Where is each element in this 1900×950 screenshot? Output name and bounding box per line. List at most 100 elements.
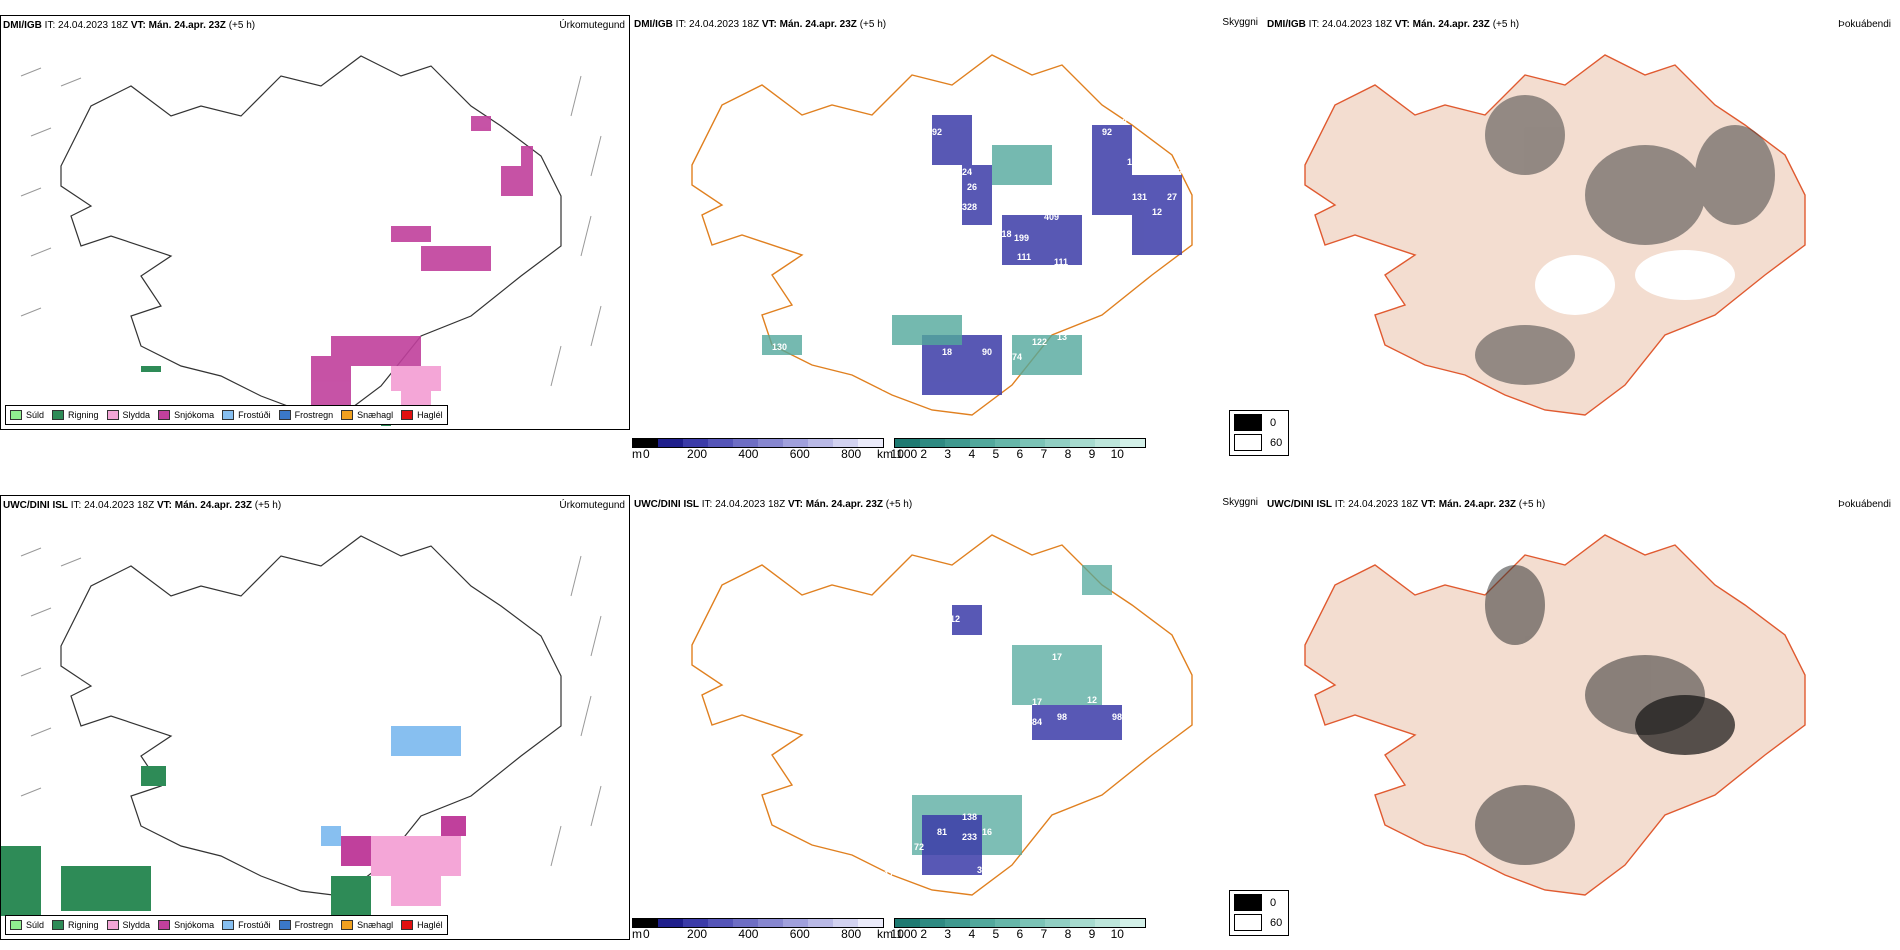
panel-title: DMI/IGB IT: 24.04.2023 18Z VT: Mán. 24.a… — [634, 19, 887, 30]
colorbar-segment — [945, 439, 970, 447]
legend-item: Rigning — [52, 410, 99, 420]
fog-panel-row1: DMI/IGB IT: 24.04.2023 18Z VT: Mán. 24.a… — [1229, 15, 1895, 470]
map-value: 199 — [1014, 233, 1029, 243]
sleet-areas — [391, 366, 441, 406]
colorbar-segment — [920, 439, 945, 447]
map-value: 178 — [1097, 272, 1112, 282]
height-colorbar — [632, 438, 884, 448]
colorbar-segment — [708, 439, 733, 447]
colorbar-segment — [995, 439, 1020, 447]
colorbar-segment — [945, 919, 970, 927]
map-value: 409 — [1044, 212, 1059, 222]
map-value: 16 — [982, 827, 992, 837]
map-value: 192 — [937, 232, 952, 242]
map-value: 92 — [1102, 127, 1112, 137]
legend-item: Snjókoma — [158, 410, 214, 420]
map-value: 10 — [968, 642, 978, 652]
fog-panel-row2: UWC/DINI ISL IT: 24.04.2023 18Z VT: Mán.… — [1229, 495, 1895, 950]
colorbar-segment — [970, 919, 995, 927]
map-value: 18 — [942, 347, 952, 357]
colorbar-segment — [1070, 439, 1095, 447]
panel-title: DMI/IGB IT: 24.04.2023 18Z VT: Mán. 24.a… — [1267, 19, 1520, 30]
iceland-outline — [60, 55, 562, 417]
colorbar-segment — [858, 919, 883, 927]
fog-map — [1304, 54, 1806, 416]
colorbar-segment — [658, 439, 683, 447]
map-value: 115 — [907, 365, 922, 375]
map-value: 139 — [904, 349, 919, 359]
visibility-colorbar-labels: km 1 2 3 4 5 6 7 8 9 10 — [877, 447, 1124, 461]
fog-legend: 0 60 — [1229, 890, 1289, 936]
map-value: 122 — [1032, 337, 1047, 347]
map-value: 158 — [904, 382, 919, 392]
legend-item: 0 — [1234, 894, 1284, 911]
map-value: 131 — [1132, 192, 1147, 202]
visibility-colorbar — [894, 918, 1146, 928]
map-value: 110 — [1117, 257, 1132, 267]
legend-item: Slydda — [106, 920, 150, 930]
panel-type-label: Skyggni — [1222, 497, 1258, 508]
colorbar-segment — [1070, 919, 1095, 927]
map-value: 153 — [930, 177, 945, 187]
map-value: 12 — [950, 614, 960, 624]
sleet-areas — [371, 836, 461, 906]
panel-type-label: Þokuábendi — [1838, 499, 1891, 510]
map-value: 81 — [937, 827, 947, 837]
colorbar-segment — [895, 919, 920, 927]
map-value: 66 — [912, 867, 922, 877]
panel-type-label: Skyggni — [1222, 17, 1258, 28]
map-value: 12 — [1087, 695, 1097, 705]
legend-item: Snæhagl — [341, 920, 393, 930]
legend-item: Súld — [10, 920, 44, 930]
map-value: 13 — [1057, 332, 1067, 342]
snow-areas — [311, 116, 533, 406]
map-value: 328 — [962, 202, 977, 212]
iceland-land — [1304, 534, 1806, 896]
colorbar-segment — [808, 439, 833, 447]
map-value: 101 — [887, 352, 902, 362]
fog-map — [1304, 534, 1806, 896]
colorbar-segment — [783, 439, 808, 447]
fog-shading — [1475, 95, 1775, 385]
panel-title: UWC/DINI ISL IT: 24.04.2023 18Z VT: Mán.… — [634, 499, 913, 510]
colorbar-segment — [1095, 919, 1120, 927]
clouds-map: 12 10 17 17 84 98 98 12 81 72 233 138 66… — [691, 534, 1193, 896]
iceland-outline — [60, 535, 562, 897]
map-value: 111 — [1054, 257, 1068, 267]
visibility-colorbar — [894, 438, 1146, 448]
legend-item: Rigning — [52, 920, 99, 930]
colorbar-segment — [708, 919, 733, 927]
map-value: 338 — [977, 865, 992, 875]
map-value: 130 — [772, 342, 787, 352]
map-values: 92 24 26 153 328 192 409 118 199 111 111… — [772, 117, 1182, 392]
colorbar-segment — [833, 439, 858, 447]
low-cloud-areas — [922, 605, 1122, 875]
visibility-colorbar-labels: km 1 2 3 4 5 6 7 8 9 10 — [877, 927, 1124, 941]
glacier-white — [1535, 250, 1735, 315]
legend-item: Frostúði — [222, 410, 271, 420]
precip-panel-row2: UWC/DINI ISL IT: 24.04.2023 18Z VT: Mán.… — [0, 495, 630, 940]
colorbar-segment — [895, 439, 920, 447]
legend-item: Snjókoma — [158, 920, 214, 930]
map-value: 98 — [1112, 712, 1122, 722]
map-value: 17 — [884, 869, 894, 879]
colorbar-segment — [1120, 439, 1145, 447]
map-value: 17 — [882, 382, 892, 392]
colorbar-segment — [995, 919, 1020, 927]
precip-panel-row1: DMI/IGB IT: 24.04.2023 18Z VT: Mán. 24.a… — [0, 15, 630, 430]
height-colorbar — [632, 918, 884, 928]
colorbar-segment — [920, 919, 945, 927]
map-value: 24 — [962, 167, 972, 177]
map-values: 12 10 17 17 84 98 98 12 81 72 233 138 66… — [884, 614, 1122, 879]
map-value: 17 — [1052, 652, 1062, 662]
height-colorbar-labels: m0 200 400 600 800 1000 — [632, 927, 918, 941]
panel-title: UWC/DINI ISL IT: 24.04.2023 18Z VT: Mán.… — [1267, 499, 1546, 510]
colorbar-segment — [758, 439, 783, 447]
map-value: 39 — [1172, 167, 1182, 177]
visibility-areas — [762, 145, 1082, 375]
map-value: 158 — [1127, 157, 1142, 167]
legend-item: Haglél — [401, 410, 443, 420]
colorbar-segment — [783, 919, 808, 927]
glacier-dark — [1635, 695, 1735, 755]
map-value: 118 — [997, 229, 1012, 239]
